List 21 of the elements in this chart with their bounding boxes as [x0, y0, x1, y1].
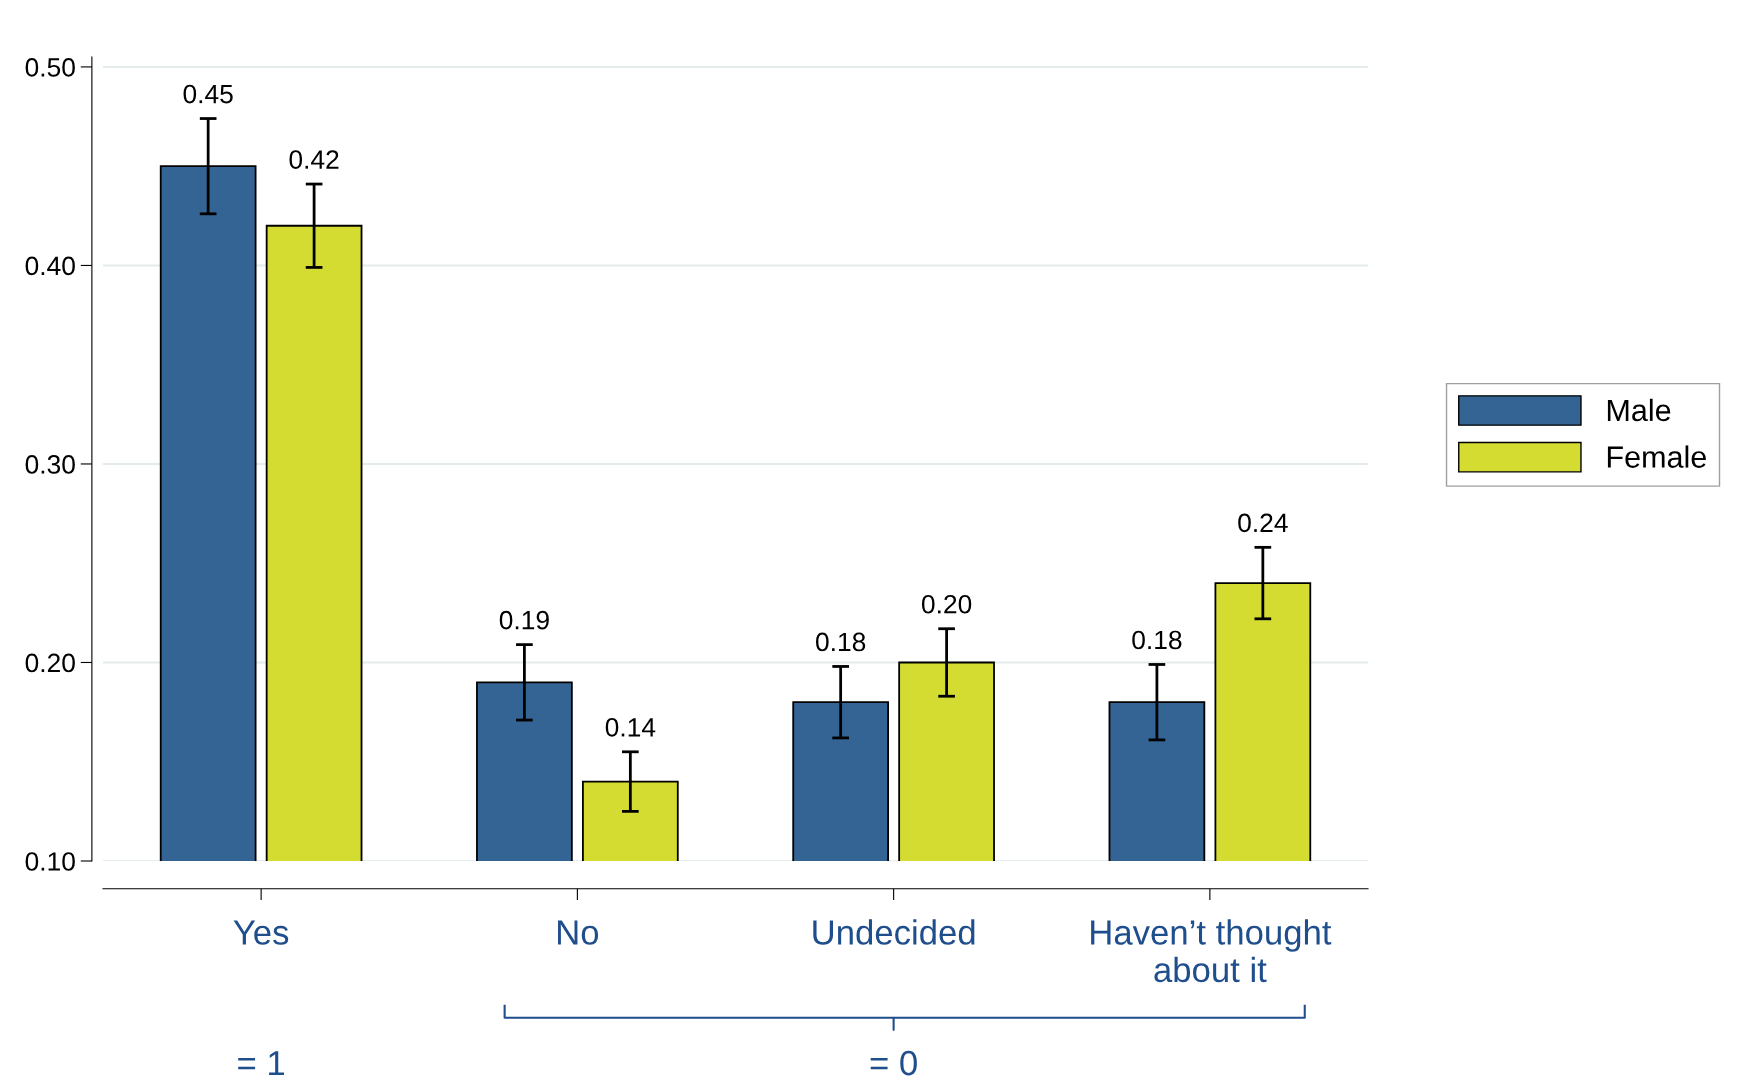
y-tick-label: 0.30 — [25, 455, 75, 474]
y-tick-label: 0.50 — [25, 58, 75, 77]
legend-label: Male — [1607, 398, 1671, 422]
data-label: 0.18 — [816, 632, 866, 652]
x-tick-label: No — [558, 920, 599, 945]
data-label: 0.19 — [499, 610, 549, 630]
x-tick-label: Yes — [233, 920, 289, 945]
y-tick-label: 0.40 — [25, 256, 75, 276]
x-tick-label: Undecided — [813, 919, 975, 945]
data-label: 0.45 — [183, 84, 233, 104]
legend-label: Female — [1607, 445, 1706, 468]
x-tick-label: Haven’t thought about it — [1091, 919, 1332, 983]
data-label: 0.20 — [921, 594, 972, 614]
y-tick-label: 0.20 — [25, 653, 75, 673]
data-label: 0.42 — [289, 150, 339, 169]
text: = 1 — [238, 1051, 285, 1076]
data-label: 0.14 — [605, 717, 656, 737]
data-label: 0.18 — [1132, 630, 1182, 650]
text: = 0 — [870, 1050, 917, 1076]
data-label: 0.24 — [1238, 513, 1288, 533]
y-tick-label: 0.10 — [25, 852, 75, 871]
